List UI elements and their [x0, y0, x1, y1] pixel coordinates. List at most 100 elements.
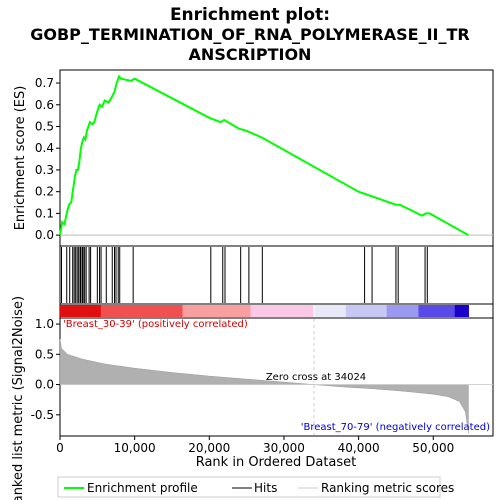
es-y-tick-label: 0.2	[35, 185, 54, 199]
rank-bar-segment	[150, 305, 156, 317]
rank-bar-segment	[128, 305, 134, 317]
rank-bar-segment	[200, 305, 206, 317]
x-tick-label: 40,000	[338, 441, 380, 455]
rank-bar-segment	[214, 305, 220, 317]
rank-bar-segment	[445, 305, 451, 317]
es-y-axis-label: Enrichment score (ES)	[13, 86, 28, 231]
x-ticks: 0 10,000 20,000 30,000 40,000 50,000	[56, 436, 454, 455]
rank-bar-segment	[173, 305, 179, 317]
rank-bar-segment	[413, 305, 420, 317]
rank-bar-segment	[96, 305, 102, 317]
rank-bar-segment	[432, 305, 438, 317]
rank-bar-segment	[164, 305, 170, 317]
rank-bar-segment	[345, 305, 351, 317]
rank-bar-segment	[100, 305, 106, 317]
legend-hits-label: Hits	[254, 481, 277, 495]
rank-bar-segment	[368, 305, 374, 317]
rank-bar-segment	[373, 305, 379, 317]
es-y-tick-label: 0.3	[35, 163, 54, 177]
rank-bar-segment	[286, 305, 293, 317]
legend-metric-label: Ranking metric scores	[321, 481, 454, 495]
es-y-tick-label: 0.1	[35, 206, 54, 220]
rank-bar-segment	[391, 305, 397, 317]
rank-bar-segment	[323, 305, 329, 317]
rank-bar-segment	[354, 305, 361, 317]
rank-bar-segment	[364, 305, 370, 317]
metric-y-tick-label: 0.5	[35, 347, 54, 361]
metric-y-tick-label: -0.5	[31, 408, 54, 422]
enrichment-profile-path	[59, 74, 469, 236]
rank-bar-segment	[318, 305, 324, 317]
title-line-1: Enrichment plot:	[170, 5, 330, 25]
rank-bar-segment	[273, 305, 279, 317]
es-y-tick-label: 0.0	[35, 228, 54, 242]
metric-y-axis-label: Ranked list metric (Signal2Noise)	[11, 296, 26, 500]
rank-bar-segment	[241, 305, 247, 317]
x-tick-label: 0	[56, 441, 64, 455]
zero-cross-label: Zero cross at 34024	[266, 372, 366, 383]
rank-bar-segment	[441, 305, 447, 317]
x-tick-label: 50,000	[412, 441, 454, 455]
rank-bar-segment	[350, 305, 356, 317]
rank-bar-segment	[295, 305, 302, 317]
metric-y-tick-label: 1.0	[35, 317, 54, 331]
rank-bar-segment	[78, 305, 84, 317]
metric-y-ticks: 1.0 0.5 0.0 -0.5	[31, 317, 60, 422]
rank-bar-segment	[404, 305, 410, 317]
es-y-tick-label: 0.6	[35, 98, 54, 112]
rank-bar-segment	[255, 305, 261, 317]
rank-bar-segment	[73, 305, 79, 317]
rank-bar-segment	[305, 305, 311, 317]
rank-bar-segment	[264, 305, 270, 317]
rank-bar-segment	[409, 305, 415, 317]
rank-bar-segment	[132, 305, 138, 317]
rank-bar-segment	[332, 305, 338, 317]
x-axis-label: Rank in Ordered Dataset	[196, 455, 357, 470]
rank-bar-segment	[400, 305, 406, 317]
metric-area-path	[59, 339, 469, 434]
rank-bar-segment	[87, 305, 93, 317]
rank-bar-segment	[268, 305, 274, 317]
rank-bar-segment	[182, 305, 188, 317]
es-panel-frame	[59, 69, 494, 247]
rank-bar-segment	[168, 305, 175, 317]
rank-bar-segment	[218, 305, 224, 317]
rank-bar-segment	[69, 305, 75, 317]
rank-bar-segment	[341, 305, 347, 317]
rank-bar-segment	[459, 305, 465, 317]
legend-frame	[57, 476, 441, 498]
rank-bar-segment	[300, 305, 306, 317]
title-line-3: ANSCRIPTION	[189, 45, 312, 64]
x-tick-label: 10,000	[114, 441, 156, 455]
rank-bar-segment	[191, 305, 197, 317]
es-y-tick-label: 0.4	[35, 141, 54, 155]
hit-markers	[60, 247, 428, 303]
es-y-ticks: 0.0 0.1 0.2 0.3 0.4 0.5 0.6 0.7	[35, 76, 60, 242]
metric-y-tick-label: 0.0	[35, 378, 54, 392]
rank-bar-segment	[236, 305, 243, 317]
rank-bar-segment	[277, 305, 283, 317]
rank-bar-segment	[463, 305, 469, 317]
es-y-tick-label: 0.5	[35, 119, 54, 133]
rank-gradient-bar	[60, 305, 469, 317]
rank-bar-segment	[314, 305, 320, 317]
rank-bar-segment	[246, 305, 252, 317]
rank-bar-segment	[146, 305, 152, 317]
rank-bar-segment	[291, 305, 297, 317]
rank-bar-segment	[159, 305, 165, 317]
rank-bar-segment	[250, 305, 256, 317]
rank-bar-segment	[205, 305, 211, 317]
es-y-tick-label: 0.7	[35, 76, 54, 90]
rank-bar-segment	[64, 305, 70, 317]
rank-bar-segment	[187, 305, 193, 317]
rank-bar-segment	[382, 305, 388, 317]
rank-bar-segment	[386, 305, 392, 317]
title-line-2: GOBP_TERMINATION_OF_RNA_POLYMERASE_II_TR	[30, 25, 469, 44]
hits-panel-frame	[59, 245, 494, 305]
rank-bar-segment	[395, 305, 401, 317]
rank-bar-segment	[377, 305, 383, 317]
rank-bar-segment	[327, 305, 333, 317]
rank-bar-segment	[454, 305, 460, 317]
